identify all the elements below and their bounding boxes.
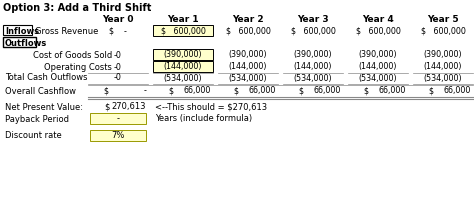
Text: $: $ (168, 87, 173, 95)
Text: $   600,000: $ 600,000 (226, 26, 271, 36)
Text: $: $ (428, 87, 433, 95)
Text: Outflows: Outflows (5, 38, 47, 48)
Text: (144,000): (144,000) (424, 63, 462, 71)
Text: Payback Period: Payback Period (5, 115, 69, 123)
Text: Net Present Value:: Net Present Value: (5, 103, 83, 111)
Text: Gross Revenue: Gross Revenue (35, 26, 99, 36)
Text: $   600,000: $ 600,000 (161, 26, 205, 36)
Text: 66,000: 66,000 (314, 87, 341, 95)
Text: 66,000: 66,000 (444, 87, 471, 95)
Text: Overall Cashflow: Overall Cashflow (5, 87, 76, 95)
Text: $    -: $ - (109, 26, 127, 36)
Text: Option 3: Add a Third Shift: Option 3: Add a Third Shift (3, 3, 151, 13)
Bar (90, 129, 146, 141)
Text: (390,000): (390,000) (228, 50, 267, 59)
Bar (3, 26, 32, 36)
Text: Year 0: Year 0 (102, 16, 134, 24)
Text: $: $ (103, 87, 108, 95)
Text: Inflows: Inflows (5, 26, 39, 36)
Text: Cost of Goods Sold: Cost of Goods Sold (33, 50, 112, 59)
Text: (144,000): (144,000) (294, 63, 332, 71)
Text: Total Cash Outflows: Total Cash Outflows (5, 73, 88, 83)
Text: 7%: 7% (111, 131, 125, 139)
Text: 270,613: 270,613 (111, 103, 146, 111)
Text: Years (include formula): Years (include formula) (155, 115, 252, 123)
Text: (534,000): (534,000) (359, 73, 397, 83)
Bar (153, 25, 213, 36)
Text: $   600,000: $ 600,000 (420, 26, 465, 36)
Bar (153, 49, 213, 60)
Text: (390,000): (390,000) (424, 50, 462, 59)
Text: Year 1: Year 1 (167, 16, 199, 24)
Text: Year 5: Year 5 (427, 16, 459, 24)
Bar (90, 113, 146, 125)
Text: $: $ (298, 87, 303, 95)
Text: -: - (143, 87, 146, 95)
Text: 66,000: 66,000 (379, 87, 406, 95)
Text: Year 2: Year 2 (232, 16, 264, 24)
Text: (144,000): (144,000) (229, 63, 267, 71)
Text: (534,000): (534,000) (164, 73, 202, 83)
Text: (390,000): (390,000) (294, 50, 332, 59)
Text: Year 3: Year 3 (297, 16, 329, 24)
Text: -0: -0 (114, 73, 122, 83)
Text: (390,000): (390,000) (359, 50, 397, 59)
Text: $   600,000: $ 600,000 (291, 26, 336, 36)
Text: (534,000): (534,000) (294, 73, 332, 83)
Text: (390,000): (390,000) (164, 50, 202, 59)
Text: Discount rate: Discount rate (5, 131, 62, 139)
Bar (153, 61, 213, 72)
Text: (144,000): (144,000) (164, 63, 202, 71)
Text: Year 4: Year 4 (362, 16, 394, 24)
Text: <--This should = $270,613: <--This should = $270,613 (155, 103, 267, 111)
Text: $: $ (363, 87, 368, 95)
Text: $   600,000: $ 600,000 (356, 26, 401, 36)
Text: 66,000: 66,000 (183, 87, 211, 95)
Text: Operating Costs: Operating Costs (44, 63, 112, 71)
Text: (534,000): (534,000) (228, 73, 267, 83)
Text: -0: -0 (114, 50, 122, 59)
Text: 66,000: 66,000 (249, 87, 276, 95)
Text: (534,000): (534,000) (424, 73, 462, 83)
Text: -: - (117, 115, 119, 123)
Text: $: $ (104, 103, 109, 111)
Text: (144,000): (144,000) (359, 63, 397, 71)
Text: -0: -0 (114, 63, 122, 71)
Text: $: $ (233, 87, 238, 95)
Bar (3, 38, 36, 48)
